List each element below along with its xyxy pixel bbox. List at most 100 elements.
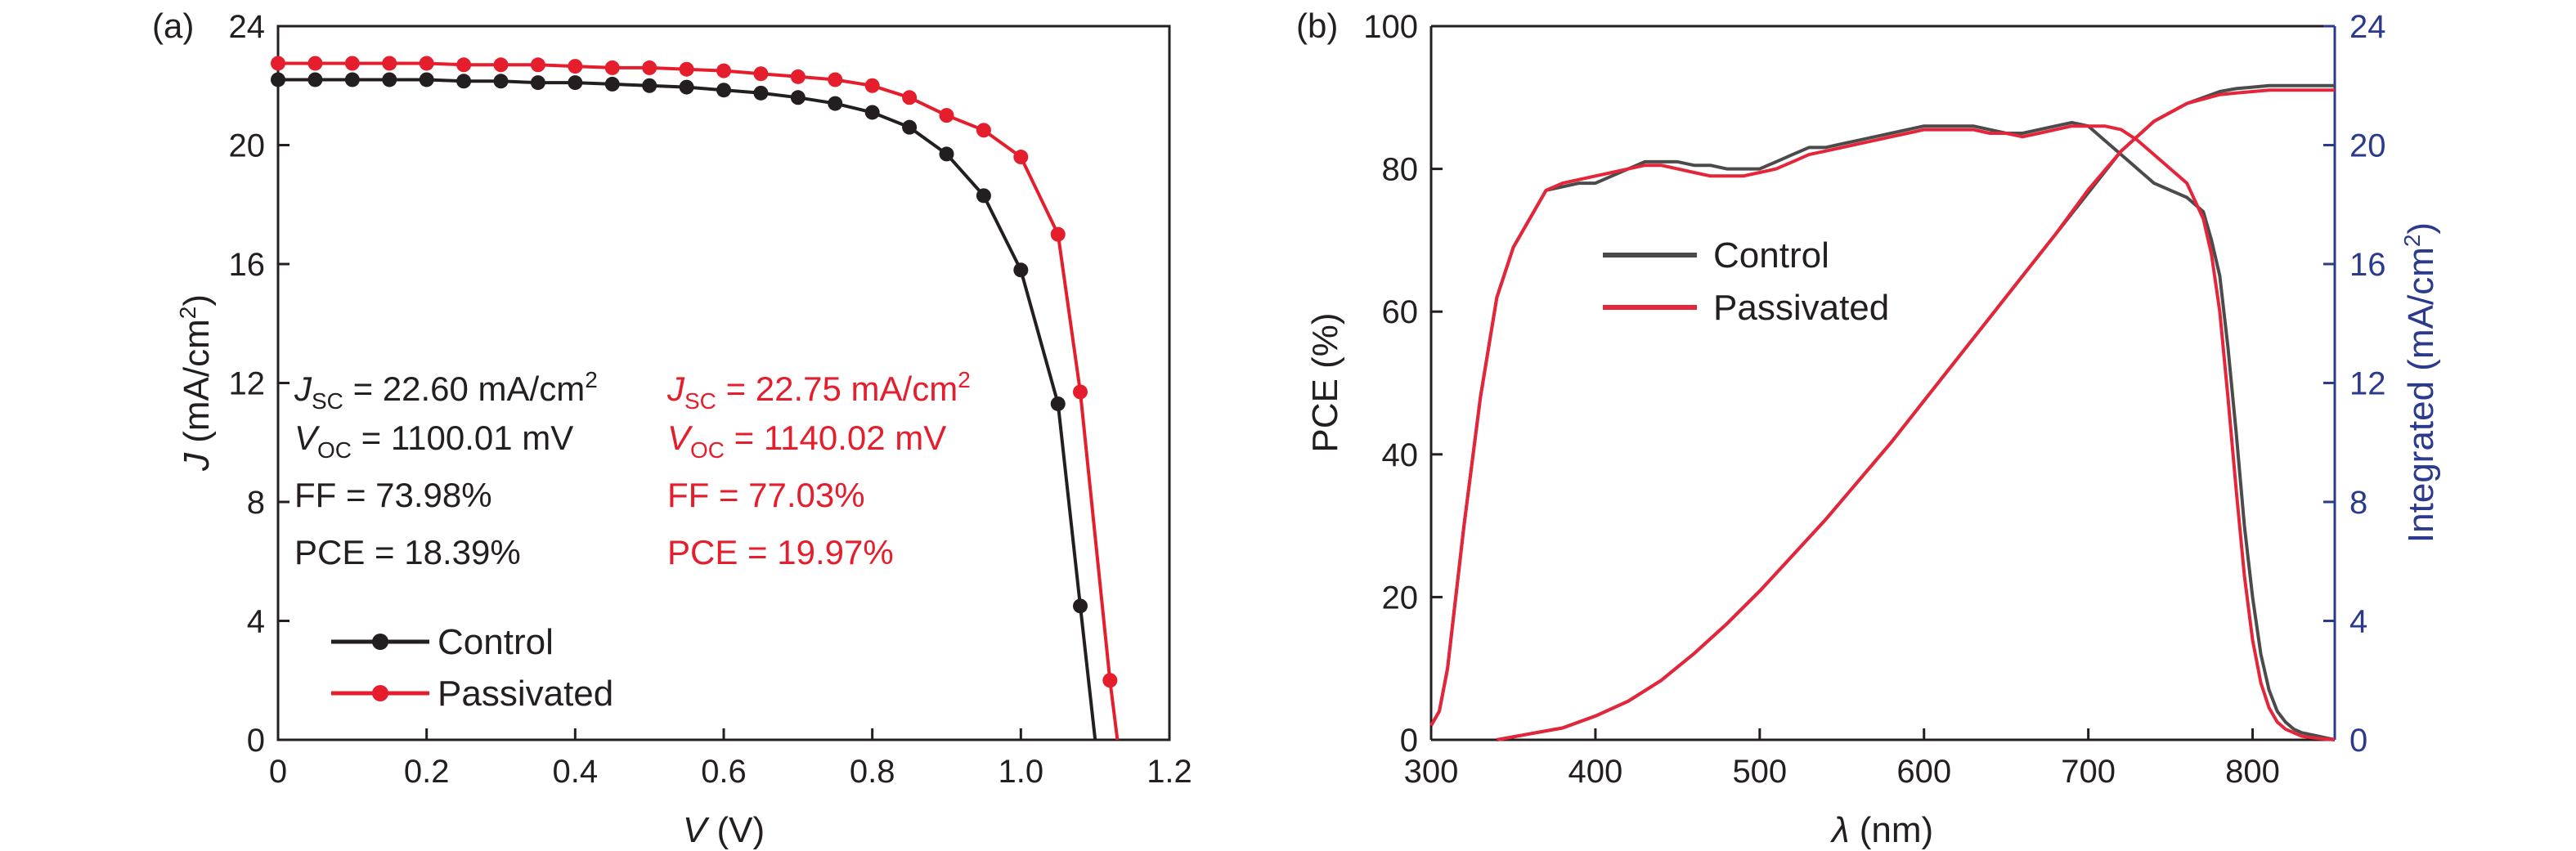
panel-b-y-ticks: 0 20 40 60 80 100 — [1363, 9, 1443, 759]
panel-a-y-ticks: 0 4 8 12 16 20 24 — [229, 9, 289, 759]
jv-control-point — [530, 75, 545, 91]
panel-b-y2-tick-label: 24 — [2349, 9, 2386, 45]
panel-b-x-axis-label: λ (nm) — [1830, 810, 1933, 850]
jv-passivated-point — [679, 61, 694, 77]
jv-passivated-point — [530, 57, 545, 73]
panel-b-x-tick-label: 800 — [2225, 754, 2280, 790]
panel-b-y2-tick-label: 16 — [2349, 247, 2386, 283]
jv-control-point — [1050, 396, 1066, 411]
panel-a-x-tick-label: 1.0 — [999, 754, 1044, 790]
jv-control-point — [456, 74, 472, 89]
panel-b-x-tick-label: 500 — [1732, 754, 1787, 790]
passivated-jsc-text: JSC = 22.75 mA/cm2 — [666, 367, 971, 414]
jv-control-point — [753, 85, 769, 101]
panel-b-y-tick-label: 80 — [1382, 152, 1419, 188]
panel-b-label: (b) — [1296, 7, 1338, 45]
panel-b-y-tick-label: 60 — [1382, 294, 1419, 330]
panel-a-x-ticks: 0 0.2 0.4 0.6 0.8 1.0 1.2 — [269, 728, 1192, 790]
panel-b-x-tick-label: 600 — [1896, 754, 1951, 790]
jv-control-point — [307, 72, 323, 87]
jv-passivated-point — [828, 72, 843, 87]
panel-b-y2-tick-label: 4 — [2349, 604, 2367, 640]
jv-control-point — [679, 79, 694, 95]
panel-b-x-ticks: 300 400 500 600 700 800 — [1404, 728, 2280, 790]
jv-control-point — [1073, 598, 1088, 614]
jv-control-point — [976, 188, 991, 204]
integrated-passivated-line — [1497, 88, 2335, 741]
control-jsc-text: JSC = 22.60 mA/cm2 — [294, 367, 598, 414]
panel-b-x-tick-label: 300 — [1404, 754, 1459, 790]
panel-a-y-tick-label: 12 — [229, 366, 266, 402]
jv-control-point — [790, 90, 806, 105]
jv-control-point — [642, 78, 657, 93]
jv-control-point — [568, 75, 583, 91]
panel-a-y-axis-label: J (mA/cm2) — [175, 294, 217, 472]
panel-b-y-tick-label: 100 — [1363, 9, 1418, 45]
jv-passivated-point — [382, 56, 397, 71]
passivated-voc-text: VOC = 1140.02 mV — [667, 419, 946, 463]
jv-passivated-point — [1073, 384, 1088, 400]
jv-passivated-point — [344, 56, 360, 71]
jv-passivated-point — [604, 60, 620, 75]
panel-b-x-tick-label: 700 — [2061, 754, 2116, 790]
legend-b-passivated-label: Passivated — [1713, 288, 1889, 328]
control-stats-annotation: JSC = 22.60 mA/cm2 VOC = 1100.01 mV FF =… — [294, 367, 598, 571]
jv-passivated-point — [753, 66, 769, 82]
panel-a-x-tick-label: 0.4 — [553, 754, 599, 790]
passivated-stats-annotation: JSC = 22.75 mA/cm2 VOC = 1140.02 mV FF =… — [666, 367, 971, 571]
jv-passivated-point — [271, 56, 285, 71]
panel-b-legend: Control Passivated — [1603, 235, 1889, 328]
jv-passivated-point — [456, 57, 472, 73]
jv-passivated-point — [790, 69, 806, 84]
legend-b-control-label: Control — [1713, 235, 1829, 275]
panel-b-y2-tick-label: 0 — [2349, 723, 2367, 759]
panel-a-x-axis-label: V (V) — [683, 810, 765, 850]
jv-passivated-point — [419, 56, 434, 71]
panel-a-label: (a) — [152, 7, 194, 45]
eqe-control-line — [1429, 120, 2336, 741]
control-ff-text: FF = 73.98% — [294, 476, 492, 514]
panel-a-y-tick-label: 0 — [247, 723, 265, 759]
panel-a-x-tick-label: 1.2 — [1147, 754, 1192, 790]
panel-b-y-tick-label: 40 — [1382, 437, 1419, 473]
legend-control-marker — [372, 634, 388, 650]
jv-passivated-point — [493, 57, 509, 73]
jv-passivated-point — [939, 108, 954, 123]
jv-passivated-point — [1102, 673, 1118, 688]
legend-control-label: Control — [438, 622, 554, 662]
jv-control-point — [864, 105, 880, 120]
panel-a-y-tick-label: 20 — [229, 128, 266, 164]
legend-passivated-marker — [372, 685, 388, 701]
panel-b: (b) 300 400 500 600 700 800 0 20 40 60 80 100 0 4 8 1… — [1296, 7, 2441, 850]
jv-passivated-point — [902, 90, 918, 105]
jv-passivated-point — [716, 63, 731, 78]
panel-b-y-tick-label: 20 — [1382, 580, 1419, 616]
jv-passivated-point — [976, 123, 991, 138]
jv-control-point — [271, 72, 285, 87]
jv-passivated-point — [568, 59, 583, 74]
panel-b-y2-tick-label: 12 — [2349, 366, 2386, 402]
jv-control-point — [1013, 262, 1029, 278]
control-pce-text: PCE = 18.39% — [294, 533, 521, 571]
panel-b-y2-tick-label: 20 — [2349, 128, 2386, 164]
panel-a-y-tick-label: 4 — [247, 604, 265, 640]
panel-b-x-tick-label: 400 — [1568, 754, 1623, 790]
panel-a-x-tick-label: 0 — [269, 754, 287, 790]
jv-control-point — [382, 72, 397, 87]
jv-control-point — [716, 83, 731, 98]
jv-control-point — [939, 146, 954, 162]
eqe-passivated-line — [1429, 124, 2336, 741]
jv-control-point — [902, 119, 918, 135]
panel-a-y-tick-label: 24 — [229, 9, 266, 45]
panel-a: (a) 0 0.2 0.4 0.6 0.8 1.0 1.2 0 4 8 12 16 20 24 V (V… — [152, 7, 1192, 850]
panel-b-series — [1429, 83, 2336, 741]
legend-passivated-label: Passivated — [438, 674, 613, 714]
jv-passivated-point — [1013, 150, 1029, 165]
panel-a-x-tick-label: 0.2 — [404, 754, 450, 790]
passivated-pce-text: PCE = 19.97% — [667, 533, 894, 571]
jv-control-point — [344, 72, 360, 87]
panel-a-y-tick-label: 8 — [247, 485, 265, 521]
jv-control-point — [604, 76, 620, 92]
panel-b-y2-tick-label: 8 — [2349, 485, 2367, 521]
jv-passivated-point — [642, 60, 657, 75]
